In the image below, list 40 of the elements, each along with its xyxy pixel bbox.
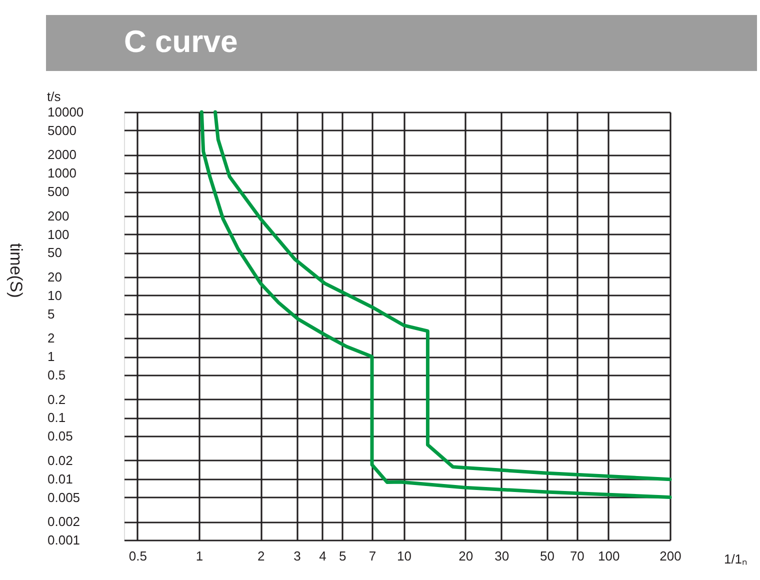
y-tick-label: 500 <box>48 184 70 200</box>
y-tick-label: 200 <box>48 208 70 224</box>
x-tick-label: 1 <box>196 548 204 564</box>
y-tick-label: 20 <box>48 270 62 285</box>
y-axis-title: time(S) <box>6 243 26 298</box>
x-tick-label: 10 <box>396 548 412 564</box>
y-tick-label: 2 <box>48 330 55 346</box>
y-tick-label: 10000 <box>48 104 84 120</box>
y-tick-label: 0.1 <box>48 410 66 426</box>
x-tick-label: 100 <box>598 548 620 564</box>
chart-title: C curve <box>124 24 238 59</box>
x-tick-label: 20 <box>458 548 474 564</box>
y-tick-label: 0.001 <box>48 532 80 548</box>
y-tick-label: 0.02 <box>48 452 73 468</box>
y-tick-label: 1 <box>48 349 55 364</box>
x-tick-label: 200 <box>660 548 682 564</box>
y-tick-label: 50 <box>48 245 62 260</box>
y-tick-label: 2000 <box>48 147 76 162</box>
y-tick-label: 0.05 <box>48 428 73 444</box>
y-tick-label: 5000 <box>48 122 76 138</box>
x-tick-label: 2 <box>258 548 265 564</box>
x-axis-title: 1/1ₙ <box>724 552 748 566</box>
y-tick-label: 0.002 <box>48 514 80 530</box>
x-tick-label: 7 <box>368 548 376 564</box>
x-tick-label: 4 <box>319 548 326 564</box>
x-tick-label: 5 <box>338 548 346 564</box>
x-tick-label: 3 <box>294 548 301 564</box>
y-tick-label: 5 <box>48 306 55 322</box>
y-tick-label: 0.005 <box>48 490 80 505</box>
y-tick-label: 1000 <box>48 166 76 181</box>
y-tick-label: 10 <box>48 288 62 303</box>
y-tick-label: 100 <box>48 226 70 242</box>
text: t/s <box>47 89 62 104</box>
y-tick-label: 0.5 <box>48 367 66 382</box>
x-tick-label: 50 <box>540 548 555 564</box>
x-tick-label: 70 <box>570 548 584 564</box>
y-tick-label: 0.01 <box>48 471 73 486</box>
x-tick-label: 30 <box>494 548 510 564</box>
y-tick-label: 0.2 <box>48 392 66 407</box>
x-tick-label: 0.5 <box>128 548 147 564</box>
